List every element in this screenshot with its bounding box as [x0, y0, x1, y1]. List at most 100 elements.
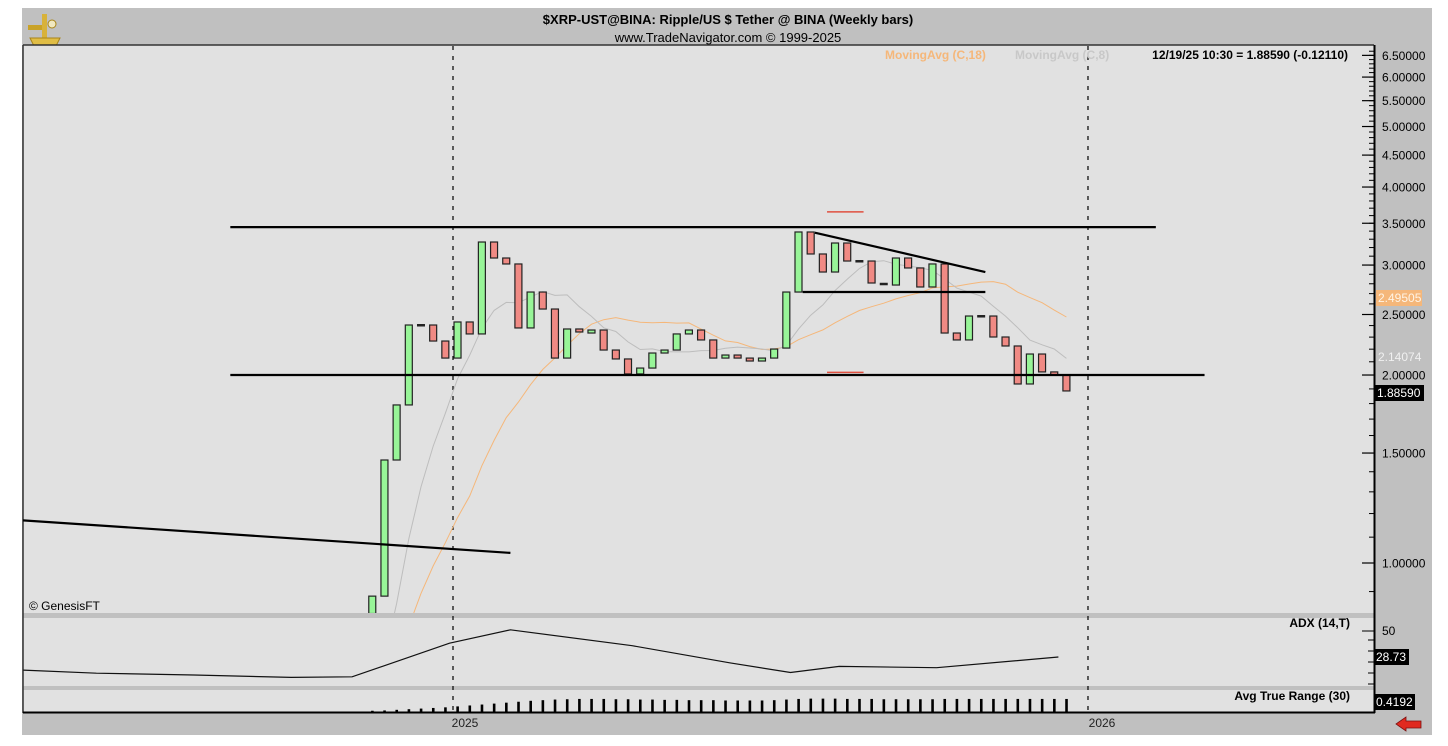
- atr-bar: [833, 698, 837, 712]
- atr-bar: [565, 699, 569, 712]
- year-label-2025: 2025: [452, 716, 479, 730]
- atr-bar: [870, 698, 873, 712]
- price-tick-label: 1.00000: [1382, 557, 1426, 571]
- chart-title: $XRP-UST@BINA: Ripple/US $ Tether @ BINA…: [543, 12, 913, 27]
- moving-averages: [393, 260, 1067, 613]
- candle-down: [550, 308, 560, 359]
- ma18-value: 2.49505: [1378, 291, 1422, 305]
- atr-bar: [712, 700, 715, 712]
- atr-bar: [663, 699, 666, 712]
- candle-up: [587, 329, 596, 334]
- watermark: © GenesisFT: [29, 599, 101, 613]
- atr-bar: [407, 709, 411, 712]
- atr-bar: [626, 699, 630, 712]
- candle-down: [538, 291, 547, 310]
- price-tick-label: 5.50000: [1382, 94, 1426, 108]
- atr-bar: [505, 702, 508, 712]
- candle-up: [830, 242, 840, 273]
- candle-down: [611, 349, 620, 360]
- last-price-value: 1.88590: [1377, 386, 1421, 400]
- price-tick-label: 6.50000: [1382, 49, 1426, 63]
- atr-bar: [967, 698, 971, 712]
- atr-bar: [1065, 698, 1068, 712]
- candle-up: [684, 329, 694, 335]
- candle-up: [757, 357, 767, 362]
- candle-down: [818, 253, 827, 273]
- price-tick-label: 2.00000: [1382, 369, 1426, 383]
- adx-panel: [23, 618, 1374, 686]
- candle-down: [806, 231, 815, 255]
- atr-bar: [736, 700, 740, 712]
- candle-up: [794, 231, 803, 293]
- year-label-2026: 2026: [1089, 716, 1116, 730]
- atr-value: 0.4192: [1376, 695, 1413, 709]
- atr-bar: [675, 699, 679, 712]
- candle-doji: [977, 315, 986, 318]
- candle-down: [916, 267, 925, 288]
- candle-up: [964, 315, 974, 341]
- atr-bar: [1028, 698, 1032, 712]
- price-readout: 12/19/25 10:30 = 1.88590 (-0.12110): [1152, 48, 1348, 62]
- atr-bar: [979, 698, 983, 712]
- atr-bar: [772, 700, 776, 712]
- candle-up: [453, 321, 462, 359]
- candle-up: [648, 352, 657, 369]
- candle-up: [368, 595, 377, 613]
- price-axis: 6.50000 6.00000 5.50000 5.00000 4.50000 4.000…: [1362, 49, 1426, 685]
- candle-down: [709, 339, 718, 359]
- atr-bar: [931, 699, 934, 712]
- candle-down: [502, 257, 511, 265]
- atr-bar: [517, 701, 520, 712]
- atr-bar: [468, 705, 472, 712]
- chart-subtitle: www.TradeNavigator.com © 1999-2025: [614, 30, 842, 45]
- atr-bar: [724, 700, 727, 712]
- atr-bar: [919, 699, 922, 712]
- atr-histogram: [371, 698, 1068, 712]
- last-price-tag: [1375, 385, 1424, 401]
- trendlines: [23, 211, 1205, 554]
- price-tick-label: 4.50000: [1382, 149, 1426, 163]
- candle-down: [489, 241, 499, 259]
- candle-down: [514, 263, 523, 329]
- candle-down: [904, 257, 913, 269]
- atr-bar: [431, 707, 435, 712]
- atr-bar: [760, 700, 764, 712]
- atr-bar: [444, 707, 447, 712]
- atr-value-tag: [1375, 694, 1415, 710]
- atr-bar: [395, 709, 399, 712]
- atr-bar: [1016, 698, 1020, 712]
- candle-down: [599, 329, 608, 351]
- candle-down: [429, 324, 438, 342]
- atr-bar: [846, 698, 849, 712]
- atr-bar: [602, 698, 606, 712]
- scroll-left-arrow-icon[interactable]: [1395, 716, 1422, 732]
- atr-bar: [894, 699, 898, 712]
- candle-up: [1025, 353, 1034, 385]
- candle-down: [733, 354, 742, 359]
- atr-bar: [419, 708, 423, 712]
- atr-bar: [785, 699, 788, 712]
- adx-line: [23, 629, 1059, 679]
- candle-down: [623, 358, 633, 375]
- atr-bar: [578, 698, 581, 712]
- candle-down: [1013, 345, 1022, 385]
- atr-bar: [553, 699, 557, 712]
- candle-up: [891, 257, 901, 286]
- price-tick-label: 4.00000: [1382, 181, 1426, 195]
- candle-down: [952, 332, 961, 341]
- atr-label: Avg True Range (30): [1234, 689, 1350, 703]
- candle-up: [636, 367, 645, 375]
- candle-doji: [855, 260, 864, 263]
- price-tick-label: 3.00000: [1382, 259, 1426, 273]
- atr-bar: [1040, 698, 1044, 712]
- atr-panel: [23, 690, 1374, 712]
- atr-bar: [699, 700, 703, 712]
- candle-down: [940, 263, 949, 334]
- atr-bar: [651, 699, 654, 712]
- candle-up: [380, 459, 389, 597]
- price-tick-label: 2.50000: [1382, 308, 1426, 322]
- candle-doji: [416, 324, 425, 327]
- price-panel: [23, 45, 1374, 613]
- candle-doji: [879, 282, 888, 286]
